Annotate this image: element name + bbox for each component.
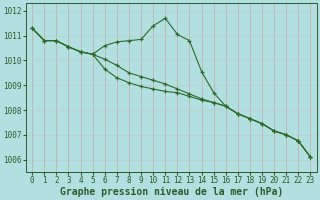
X-axis label: Graphe pression niveau de la mer (hPa): Graphe pression niveau de la mer (hPa) (60, 186, 283, 197)
